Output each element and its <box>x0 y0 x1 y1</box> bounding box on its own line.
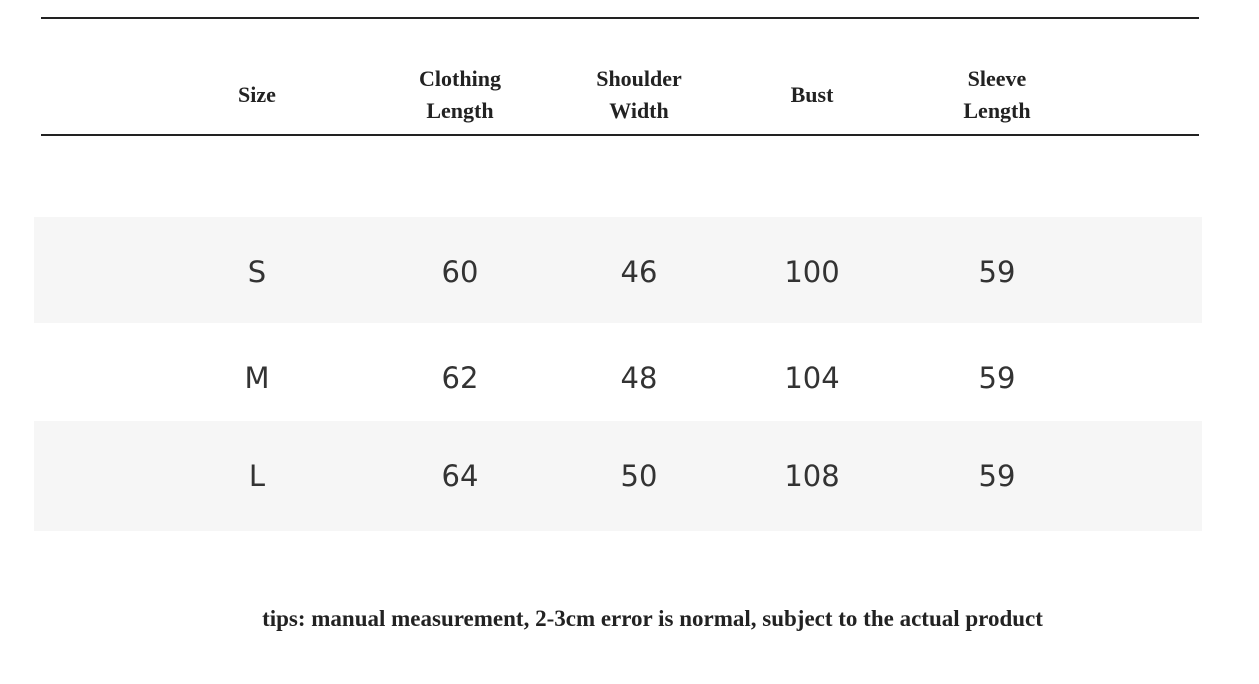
table-cell: 48 <box>620 361 658 395</box>
top-rule <box>41 17 1199 19</box>
table-cell: 59 <box>978 255 1016 289</box>
header-cell: Clothing Length <box>419 66 501 123</box>
header-rule <box>41 134 1199 136</box>
table-cell: 100 <box>784 255 840 289</box>
table-cell: 62 <box>441 361 479 395</box>
table-cell: 108 <box>784 459 840 493</box>
table-cell: 46 <box>620 255 658 289</box>
table-row: M 62 48 104 59 <box>34 323 1202 433</box>
table-cell: 59 <box>978 459 1016 493</box>
table-cell: M <box>244 361 270 395</box>
table-cell: 59 <box>978 361 1016 395</box>
table-cell: 64 <box>441 459 479 493</box>
table-row: S 60 46 100 59 <box>34 217 1202 327</box>
table-cell: S <box>247 255 267 289</box>
table-cell: 60 <box>441 255 479 289</box>
header-cell: Sleeve Length <box>963 66 1031 123</box>
table-cell: L <box>248 459 266 493</box>
table-cell: 50 <box>620 459 658 493</box>
header-cell: Bust <box>790 82 834 108</box>
table-row: L 64 50 108 59 <box>34 421 1202 531</box>
header-cell: Shoulder Width <box>596 66 682 123</box>
note: tips: manual measurement, 2-3cm error is… <box>262 606 1043 631</box>
header-cell: Size <box>238 82 276 108</box>
table-cell: 104 <box>784 361 840 395</box>
